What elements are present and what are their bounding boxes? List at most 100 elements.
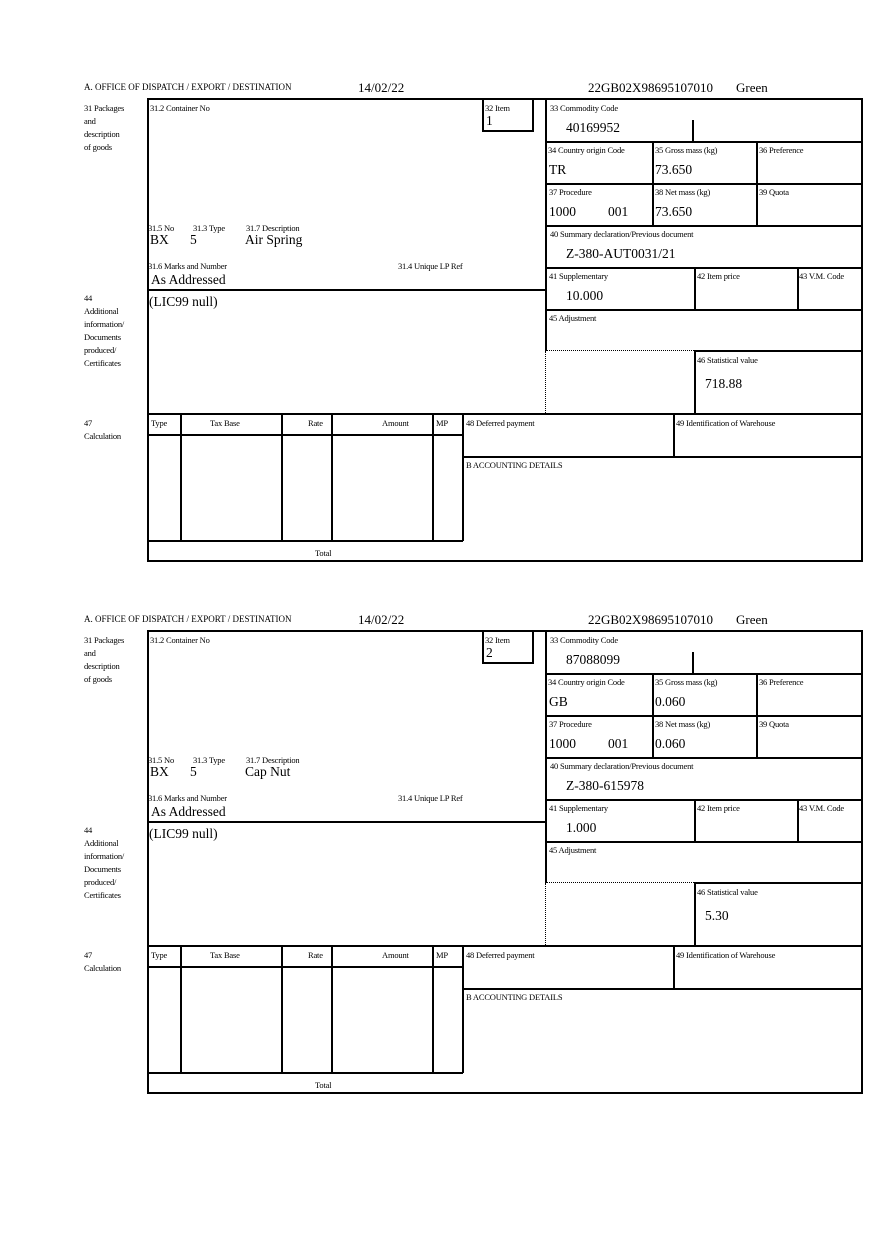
rule-line <box>462 988 863 990</box>
calc-column-header: Tax Base <box>210 418 240 428</box>
declaration-item-form: A. OFFICE OF DISPATCH / EXPORT / DESTINA… <box>0 532 882 1094</box>
supplementary-label: 41 Supplementary <box>549 271 608 281</box>
rule-line <box>147 434 463 436</box>
summary-decl-label: 40 Summary declaration/Previous document <box>550 229 694 239</box>
deferred-payment-label: 48 Deferred payment <box>466 950 535 960</box>
unique-lp-label: 31.4 Unique LP Ref <box>398 793 463 803</box>
type-value: 5 <box>190 232 197 247</box>
calc-column-header: Tax Base <box>210 950 240 960</box>
commodity-code-value: 87088099 <box>566 652 620 667</box>
office-label: A. OFFICE OF DISPATCH / EXPORT / DESTINA… <box>84 614 292 624</box>
no-value: BX <box>150 232 169 247</box>
description-value: Air Spring <box>245 232 303 247</box>
rule-line <box>180 413 182 541</box>
item-value: 1 <box>486 113 493 128</box>
supplementary-value: 1.000 <box>566 820 597 835</box>
rule-line <box>545 715 863 717</box>
packages-label: and <box>84 648 96 658</box>
rule-line <box>180 945 182 1073</box>
accounting-details-label: B ACCOUNTING DETAILS <box>466 460 563 470</box>
additional-info-label: 44 <box>84 825 93 835</box>
adjustment-label: 45 Adjustment <box>549 313 597 323</box>
rule-line <box>545 267 863 269</box>
no-value: BX <box>150 764 169 779</box>
net-mass-value: 0.060 <box>655 736 686 751</box>
net-mass-value: 73.650 <box>655 204 693 219</box>
vm-code-label: 43 V.M. Code <box>799 271 844 281</box>
additional-info-label: Certificates <box>84 358 121 368</box>
packages-label: 31 Packages <box>84 635 125 645</box>
marks-value: As Addressed <box>151 272 226 287</box>
procedure-label: 37 Procedure <box>549 187 592 197</box>
no-label: 31.5 No <box>148 755 174 765</box>
container-no-label: 31.2 Container No <box>150 103 210 113</box>
gross-mass-label: 35 Gross mass (kg) <box>655 677 718 687</box>
rule-line <box>692 652 694 674</box>
rule-line <box>673 413 675 457</box>
calc-column-header: MP <box>436 950 448 960</box>
rule-line <box>797 799 799 842</box>
packages-label: description <box>84 661 120 671</box>
rule-line <box>147 630 149 1094</box>
warehouse-label: 49 Identification of Warehouse <box>676 950 776 960</box>
rule-line <box>147 289 546 291</box>
rule-line <box>482 630 484 664</box>
office-label: A. OFFICE OF DISPATCH / EXPORT / DESTINA… <box>84 82 292 92</box>
rule-line <box>482 662 534 664</box>
gross-mass-label: 35 Gross mass (kg) <box>655 145 718 155</box>
calc-column-header: Amount <box>382 950 409 960</box>
description-label: 31.7 Description <box>246 223 300 233</box>
rule-line <box>756 141 758 226</box>
rule-line <box>694 882 863 884</box>
rule-line <box>147 98 863 100</box>
supplementary-value: 10.000 <box>566 288 604 303</box>
country-origin-label: 34 Country origin Code <box>548 677 625 687</box>
marks-label: 31.6 Marks and Number <box>148 261 227 271</box>
total-label: Total <box>315 548 332 558</box>
deferred-payment-label: 48 Deferred payment <box>466 418 535 428</box>
procedure-value: 1000 <box>549 204 576 219</box>
net-mass-label: 38 Net mass (kg) <box>655 187 711 197</box>
additional-info-label: Documents <box>84 864 121 874</box>
calc-column-header: Rate <box>308 950 323 960</box>
rule-line <box>545 141 863 143</box>
route-value: Green <box>736 612 768 627</box>
rule-line <box>797 267 799 310</box>
dotted-line <box>545 882 694 883</box>
rule-line <box>545 757 863 759</box>
rule-line <box>861 630 863 1094</box>
rule-line <box>532 98 534 132</box>
commodity-code-label: 33 Commodity Code <box>550 635 618 645</box>
preference-label: 36 Preference <box>759 145 804 155</box>
rule-line <box>147 1092 863 1094</box>
dotted-line <box>545 351 546 413</box>
commodity-code-label: 33 Commodity Code <box>550 103 618 113</box>
rule-line <box>673 945 675 989</box>
rule-line <box>462 456 863 458</box>
rule-line <box>281 413 283 541</box>
quota-label: 39 Quota <box>759 719 789 729</box>
packages-label: of goods <box>84 142 112 152</box>
rule-line <box>147 98 149 562</box>
preference-label: 36 Preference <box>759 677 804 687</box>
rule-line <box>545 98 547 351</box>
additional-info-label: Additional <box>84 306 119 316</box>
rule-line <box>756 673 758 758</box>
country-origin-value: TR <box>549 162 567 177</box>
procedure-value: 1000 <box>549 736 576 751</box>
rule-line <box>147 821 546 823</box>
declaration-item-form: A. OFFICE OF DISPATCH / EXPORT / DESTINA… <box>0 0 882 562</box>
dotted-line <box>545 883 546 945</box>
rule-line <box>462 945 464 1073</box>
country-origin-label: 34 Country origin Code <box>548 145 625 155</box>
date-value: 14/02/22 <box>358 612 405 627</box>
route-value: Green <box>736 80 768 95</box>
rule-line <box>694 350 863 352</box>
rule-line <box>147 540 463 542</box>
additional-info-label: Documents <box>84 332 121 342</box>
calculation-label: 47 <box>84 950 93 960</box>
additional-info-label: Certificates <box>84 890 121 900</box>
additional-info-label: Additional <box>84 838 119 848</box>
rule-line <box>147 413 863 415</box>
rule-line <box>861 98 863 562</box>
